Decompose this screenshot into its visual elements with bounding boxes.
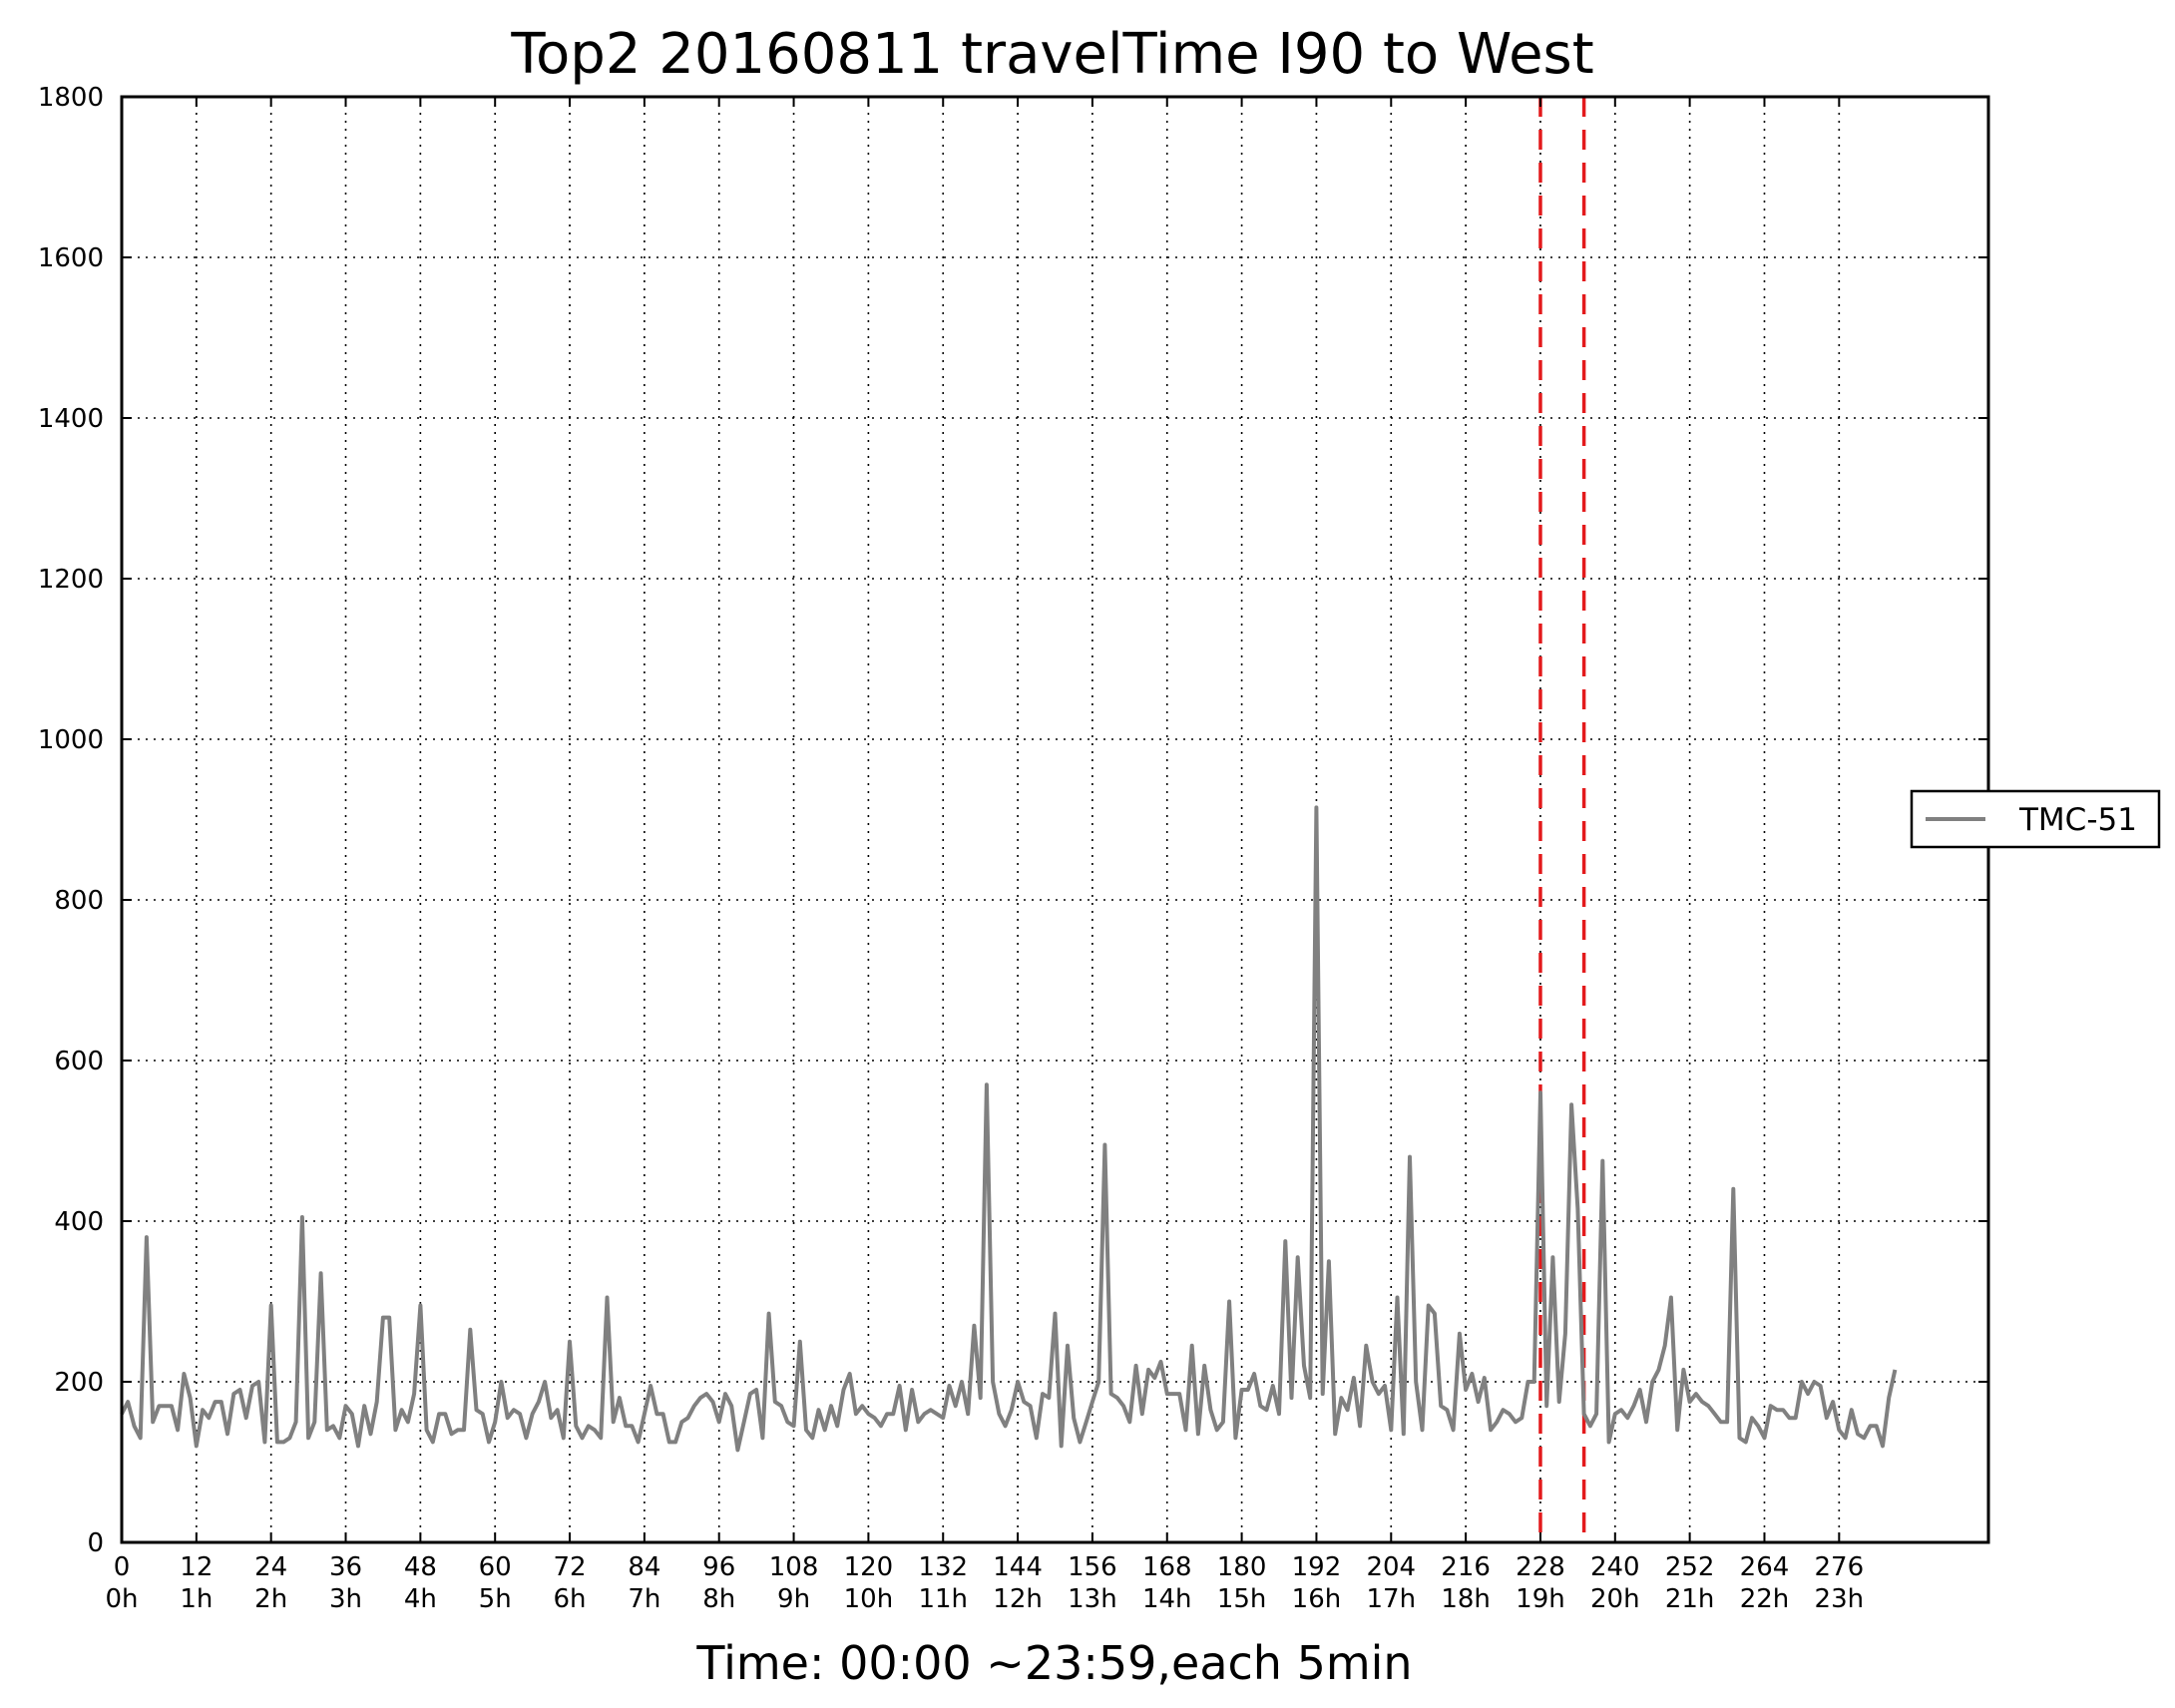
x-tick-label: 24 (254, 1552, 287, 1582)
vertical-markers (1538, 97, 1586, 1542)
x-tick-sublabel: 16h (1292, 1584, 1342, 1614)
x-tick-label: 12 (180, 1552, 213, 1582)
x-tick-label: 252 (1665, 1552, 1715, 1582)
x-tick-label: 228 (1516, 1552, 1565, 1582)
x-tick-label: 72 (553, 1552, 586, 1582)
x-tick-label: 108 (769, 1552, 819, 1582)
x-tick-sublabel: 5h (479, 1584, 512, 1614)
y-axis-ticks: 0 200 400 600 800 1000 1200 1400 1600 1800 (38, 83, 1988, 1558)
x-tick-label: 0 (114, 1552, 131, 1582)
x-tick-sublabel: 14h (1142, 1584, 1192, 1614)
x-tick-label: 168 (1142, 1552, 1192, 1582)
x-tick-label: 204 (1366, 1552, 1416, 1582)
x-tick-label: 84 (628, 1552, 660, 1582)
x-tick-sublabel: 9h (777, 1584, 810, 1614)
series-line-tmc-51 (120, 805, 1898, 1453)
x-tick-sublabel: 10h (844, 1584, 894, 1614)
x-tick-sublabel: 15h (1217, 1584, 1267, 1614)
x-tick-sublabel: 2h (254, 1584, 287, 1614)
y-tick-label: 1400 (38, 404, 104, 434)
x-tick-sublabel: 17h (1366, 1584, 1416, 1614)
chart-title: Top2 20160811 travelTime I90 to West (510, 22, 1593, 87)
x-tick-label: 132 (918, 1552, 968, 1582)
y-tick-label: 0 (87, 1528, 104, 1558)
x-tick-sublabel: 4h (404, 1584, 437, 1614)
legend-label-tmc-51: TMC-51 (2018, 802, 2137, 838)
x-tick-sublabel: 21h (1665, 1584, 1715, 1614)
y-tick-label: 600 (54, 1047, 104, 1076)
x-tick-label: 96 (702, 1552, 735, 1582)
x-tick-sublabel: 1h (180, 1584, 213, 1614)
x-tick-label: 264 (1740, 1552, 1790, 1582)
y-tick-label: 1800 (38, 83, 104, 113)
x-tick-label: 144 (993, 1552, 1043, 1582)
x-tick-label: 240 (1590, 1552, 1640, 1582)
x-tick-sublabel: 11h (918, 1584, 968, 1614)
x-tick-sublabel: 7h (628, 1584, 660, 1614)
x-tick-label: 192 (1292, 1552, 1342, 1582)
legend: TMC-51 (1910, 789, 2161, 849)
y-tick-label: 1000 (38, 725, 104, 755)
x-tick-sublabel: 23h (1815, 1584, 1865, 1614)
x-tick-sublabel: 19h (1516, 1584, 1565, 1614)
x-tick-label: 60 (479, 1552, 512, 1582)
x-tick-label: 276 (1814, 1552, 1864, 1582)
x-tick-label: 120 (844, 1552, 894, 1582)
y-tick-label: 400 (54, 1207, 104, 1237)
y-tick-label: 1600 (38, 243, 104, 273)
x-tick-label: 48 (404, 1552, 437, 1582)
x-tick-sublabel: 13h (1068, 1584, 1117, 1614)
y-tick-label: 200 (54, 1368, 104, 1398)
y-tick-label: 1200 (38, 565, 104, 595)
x-tick-sublabel: 3h (329, 1584, 362, 1614)
x-tick-sublabel: 12h (993, 1584, 1043, 1614)
x-tick-label: 216 (1441, 1552, 1491, 1582)
x-tick-sublabel: 6h (554, 1584, 587, 1614)
x-tick-sublabel: 22h (1740, 1584, 1790, 1614)
x-tick-sublabel: 20h (1590, 1584, 1640, 1614)
x-axis-label: Time: 00:00 ~23:59,each 5min (695, 1636, 1412, 1690)
x-tick-label: 36 (329, 1552, 362, 1582)
series-layer (120, 805, 1898, 1453)
x-tick-sublabel: 0h (105, 1584, 138, 1614)
x-tick-label: 156 (1068, 1552, 1117, 1582)
y-tick-label: 800 (54, 886, 104, 916)
x-tick-label: 180 (1217, 1552, 1267, 1582)
x-tick-sublabel: 18h (1441, 1584, 1491, 1614)
x-tick-sublabel: 8h (702, 1584, 735, 1614)
